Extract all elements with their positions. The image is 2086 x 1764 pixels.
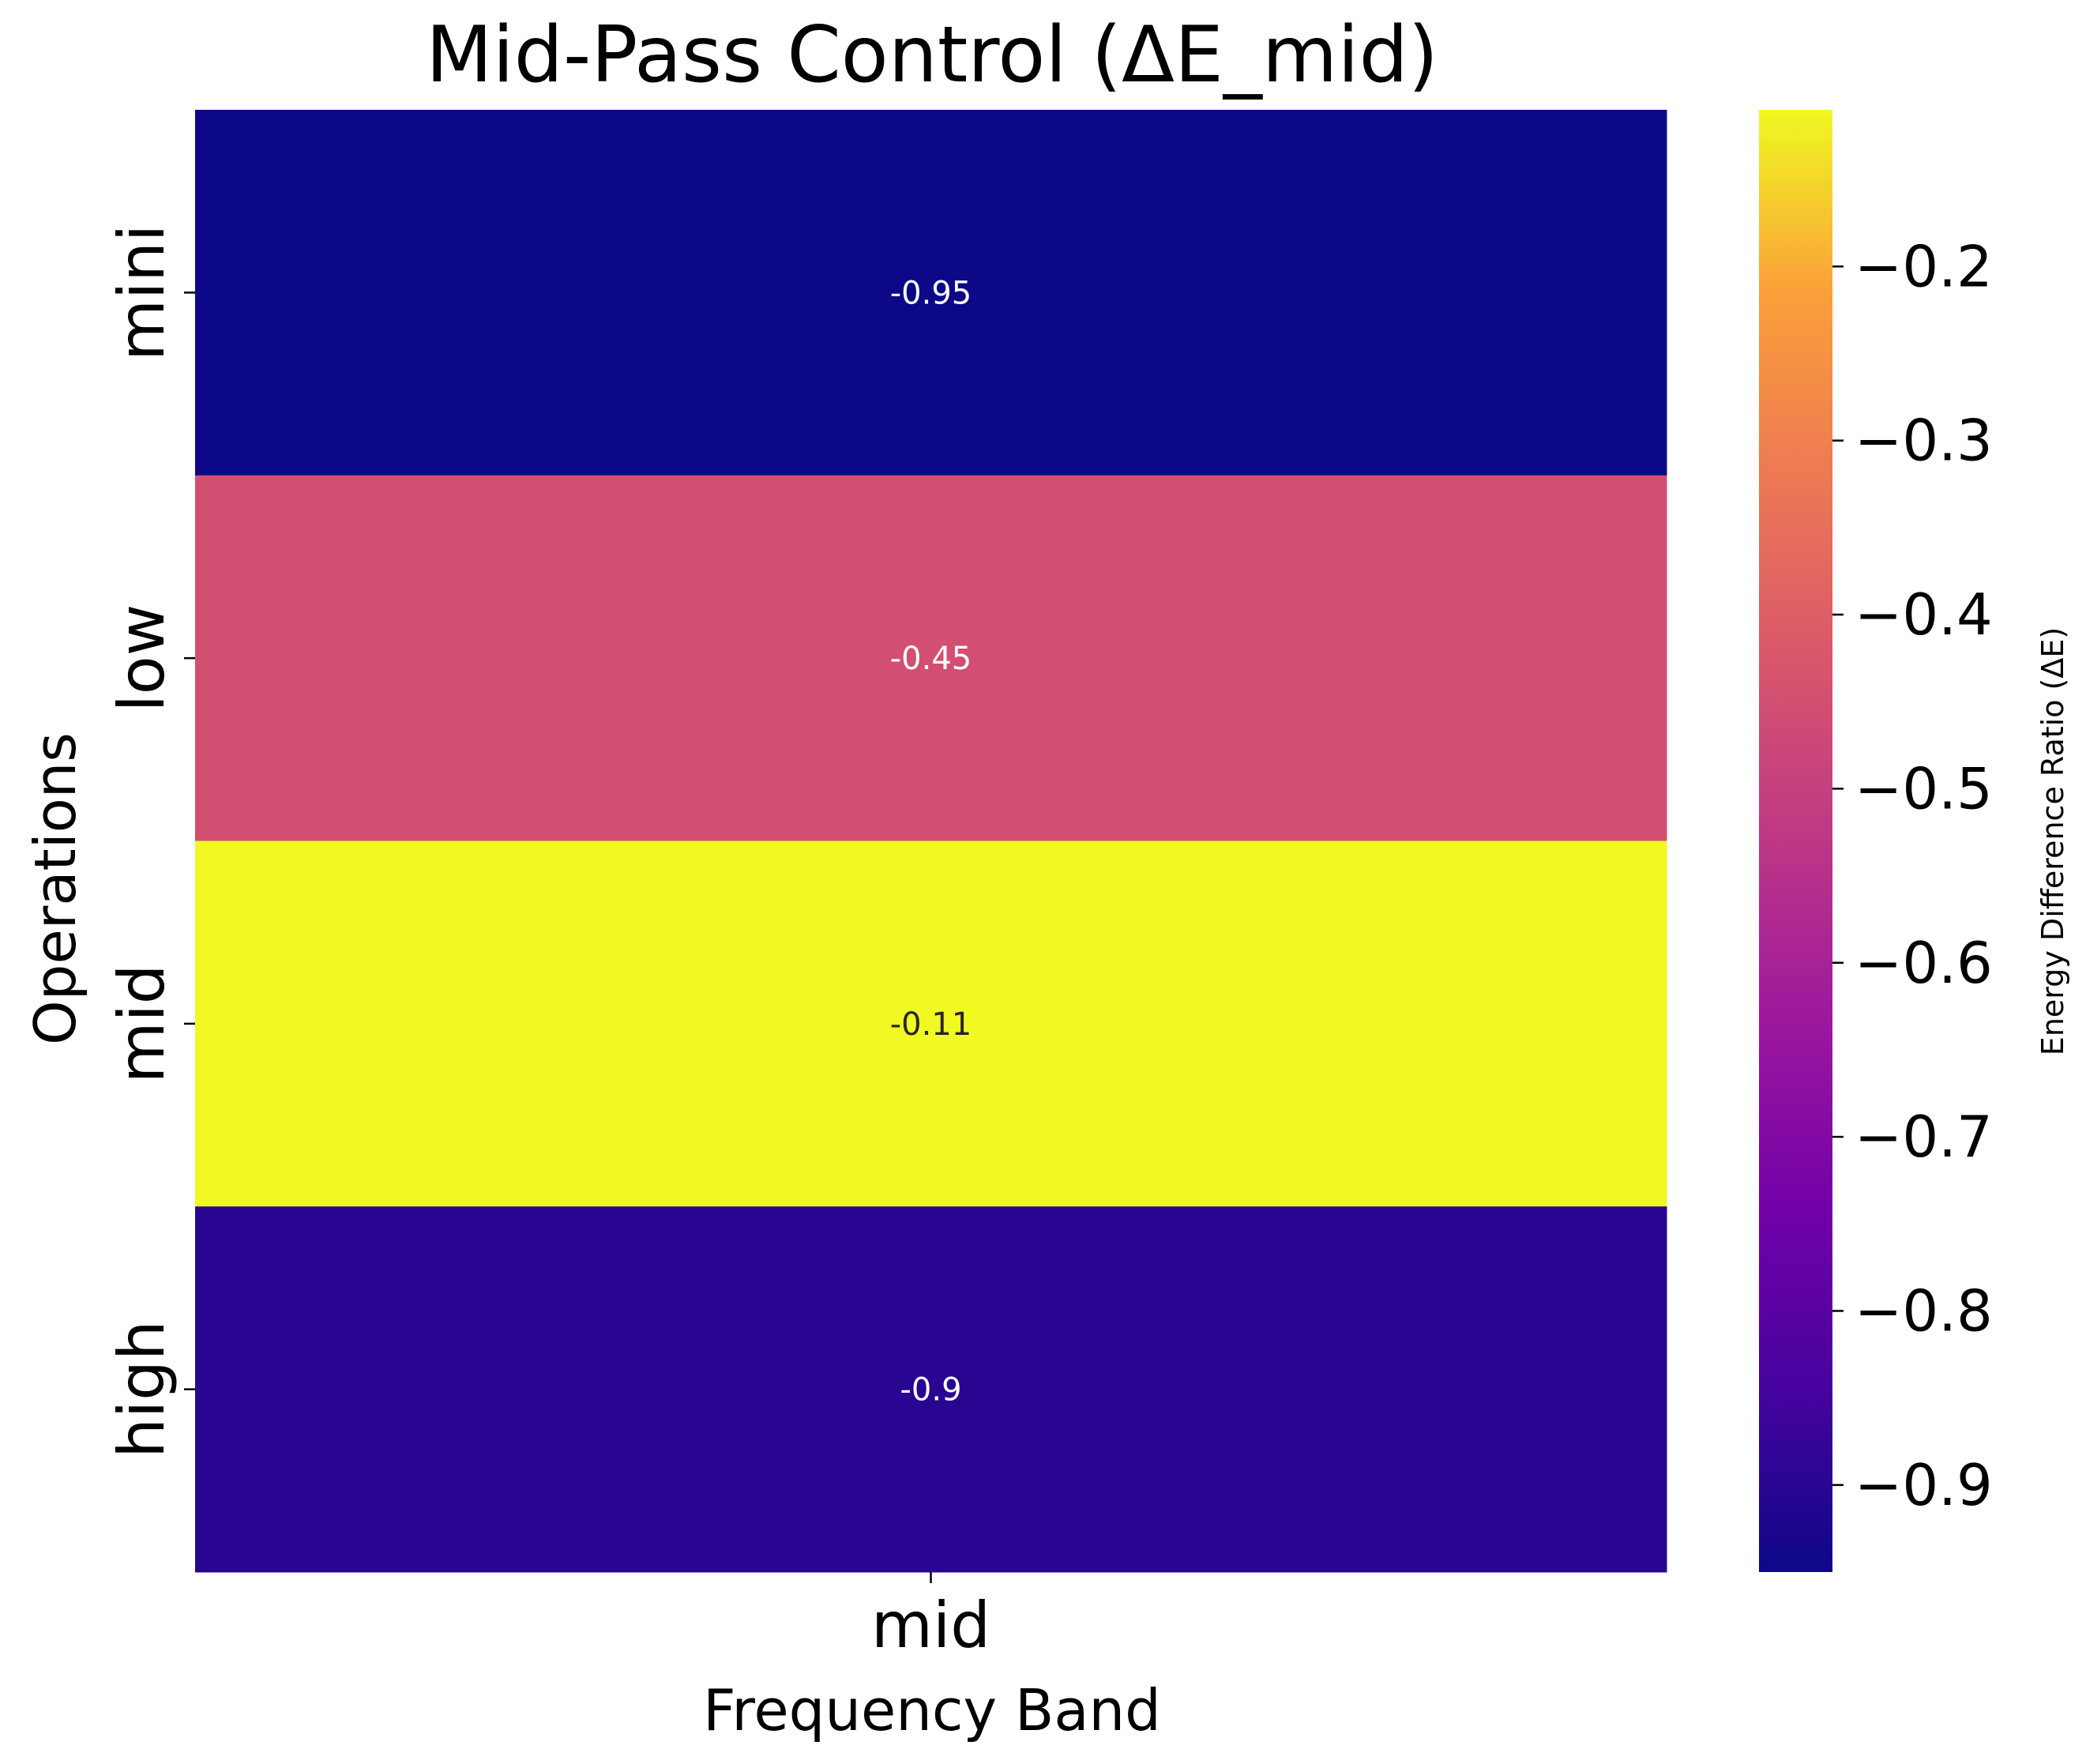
heatmap-cell [195, 110, 1667, 476]
cell-value-label: -0.11 [890, 1006, 972, 1043]
heatmap-cell [195, 1206, 1667, 1573]
y-tick-label: mini [105, 224, 179, 361]
colorbar: −0.9 −0.8 −0.7 −0.6 −0.5 −0.4 −0.3 −0.2 Energy … [1759, 110, 2070, 1572]
colorbar-ticks: −0.9 −0.8 −0.7 −0.6 −0.5 −0.4 −0.3 −0.2 [1832, 233, 1993, 1518]
colorbar-tick-label: −0.8 [1855, 1277, 1993, 1344]
x-axis: mid [871, 1572, 990, 1662]
colorbar-tick-label: −0.5 [1855, 755, 1993, 822]
heatmap-cell-labels: -0.95 -0.45 -0.11 -0.9 [890, 275, 972, 1408]
heatmap-cell [195, 841, 1667, 1207]
colorbar-label: Energy Difference Ratio (ΔE) [2035, 627, 2070, 1055]
y-axis-label: Operations [22, 732, 88, 1045]
x-axis-label: Frequency Band [703, 1677, 1161, 1743]
cell-value-label: -0.9 [900, 1372, 961, 1409]
y-tick-label: high [105, 1320, 179, 1457]
colorbar-tick-label: −0.6 [1855, 930, 1993, 996]
colorbar-tick-label: −0.7 [1855, 1104, 1993, 1170]
y-axis: mini low mid high [105, 224, 195, 1458]
y-tick-label: mid [105, 964, 179, 1083]
cell-value-label: -0.95 [890, 275, 972, 311]
colorbar-gradient [1759, 110, 1832, 1572]
y-tick-label: low [105, 604, 179, 713]
chart-title: Mid-Pass Control (ΔE_mid) [426, 10, 1438, 100]
cell-value-label: -0.45 [890, 641, 972, 677]
x-tick-label: mid [871, 1589, 990, 1662]
heatmap-cells [195, 110, 1667, 1573]
colorbar-tick-label: −0.2 [1855, 233, 1993, 299]
colorbar-tick-label: −0.4 [1855, 581, 1993, 648]
colorbar-tick-label: −0.9 [1855, 1452, 1993, 1518]
heatmap-cell [195, 475, 1667, 841]
colorbar-tick-label: −0.3 [1855, 408, 1993, 474]
